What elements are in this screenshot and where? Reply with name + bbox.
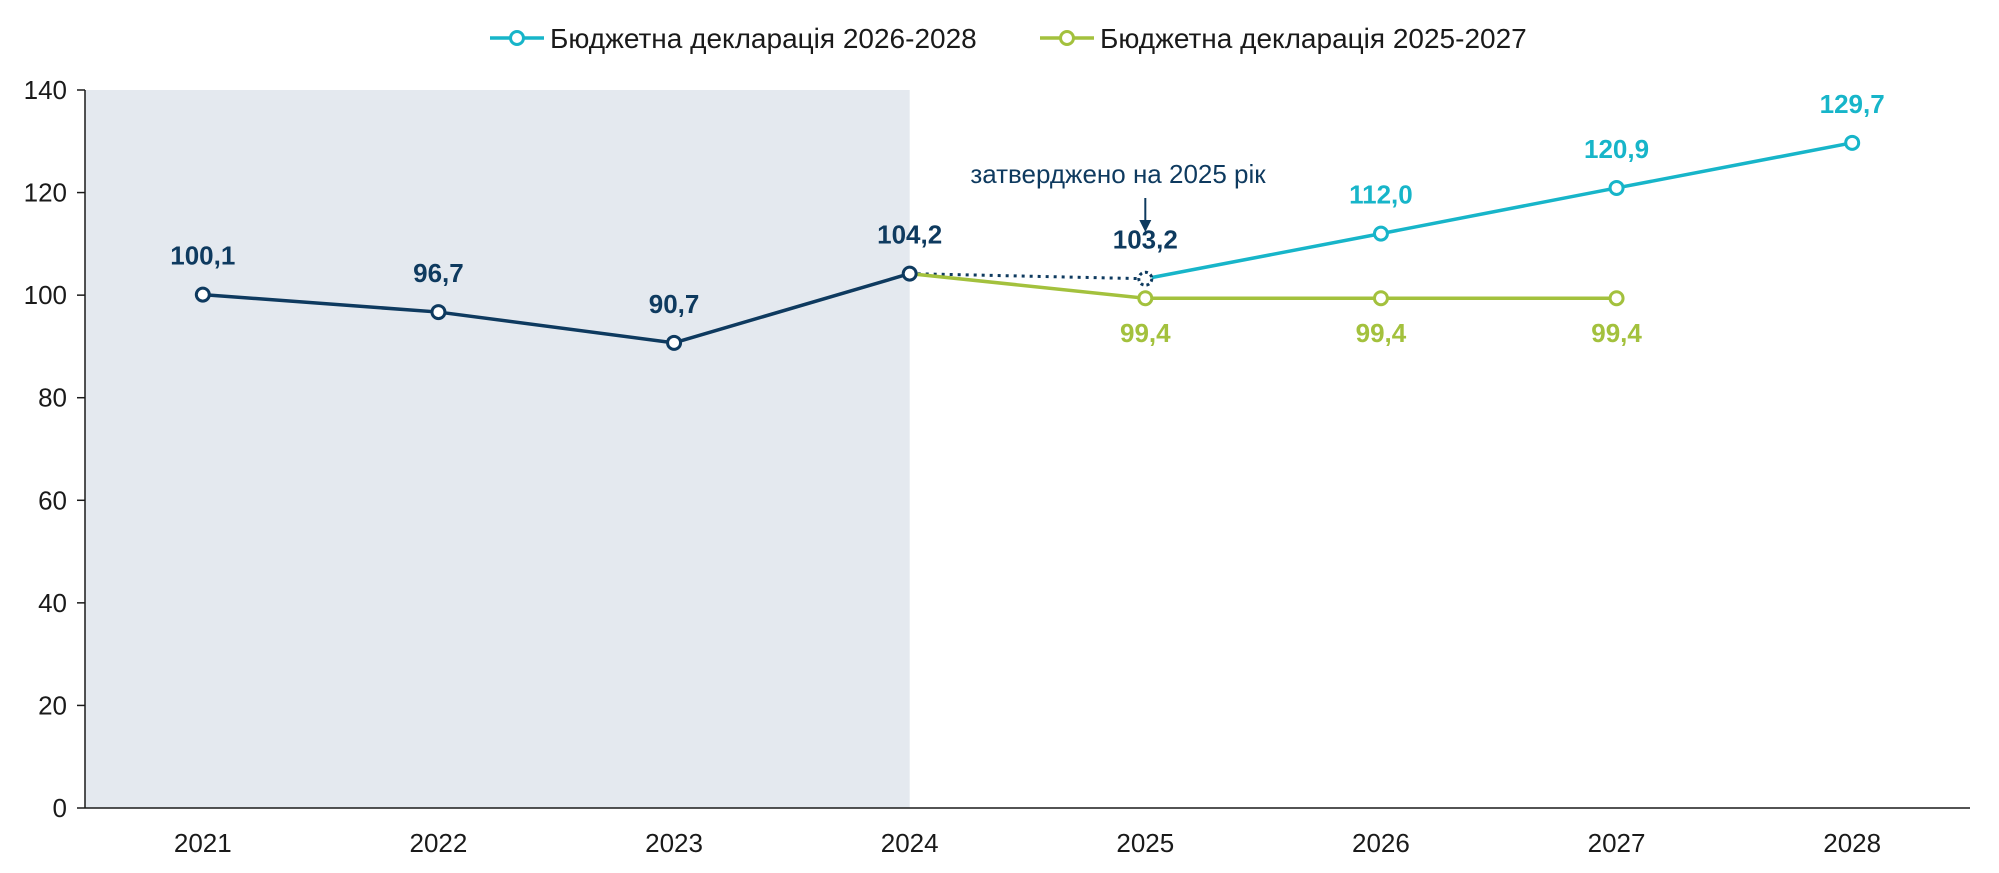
annotation-text: затверджено на 2025 рік (970, 159, 1266, 189)
series-line-actual (202, 271, 911, 345)
data-point-actual (666, 334, 683, 351)
data-label: 129,7 (1820, 89, 1885, 119)
y-tick-label: 120 (24, 178, 67, 208)
x-tick-label: 2028 (1823, 828, 1881, 858)
legend-label-bd_2026_2028: Бюджетна декларація 2026-2028 (550, 23, 977, 54)
x-tick-label: 2023 (645, 828, 703, 858)
annotation-arrow-head (1139, 220, 1152, 232)
x-tick-label: 2021 (174, 828, 232, 858)
x-tick-label: 2024 (881, 828, 939, 858)
y-tick-label: 100 (24, 280, 67, 310)
series-line-bd_2026_2028 (1144, 141, 1853, 281)
data-label: 104,2 (877, 220, 942, 250)
data-label: 99,4 (1591, 318, 1642, 348)
data-label: 99,4 (1120, 318, 1171, 348)
x-tick-label: 2026 (1352, 828, 1410, 858)
data-point-bd_2025_2027 (1372, 290, 1389, 307)
y-tick-label: 0 (53, 793, 67, 823)
x-tick-label: 2027 (1588, 828, 1646, 858)
y-tick-label: 140 (24, 75, 67, 105)
data-label: 120,9 (1584, 134, 1649, 164)
historical-shaded-region (85, 90, 910, 808)
y-tick-label: 20 (38, 690, 67, 720)
data-point-bd_2026_2028 (1372, 225, 1389, 242)
legend-label-bd_2025_2027: Бюджетна декларація 2025-2027 (1100, 23, 1527, 54)
data-point-approved_2025 (1137, 270, 1154, 287)
legend-marker-bd_2025_2027 (1059, 30, 1075, 46)
x-tick-label: 2025 (1116, 828, 1174, 858)
y-tick-label: 60 (38, 485, 67, 515)
data-point-actual (430, 304, 447, 321)
data-point-bd_2026_2028 (1844, 134, 1861, 151)
data-label: 100,1 (170, 241, 235, 271)
data-label: 90,7 (649, 289, 700, 319)
data-point-actual (901, 265, 918, 282)
series-line-bd_2025_2027 (909, 271, 1617, 300)
legend-marker-bd_2026_2028 (509, 30, 525, 46)
data-label: 96,7 (413, 258, 464, 288)
y-tick-label: 80 (38, 383, 67, 413)
x-tick-label: 2022 (410, 828, 468, 858)
data-point-bd_2026_2028 (1608, 179, 1625, 196)
data-point-bd_2025_2027 (1137, 290, 1154, 307)
y-tick-label: 40 (38, 588, 67, 618)
data-label: 112,0 (1349, 180, 1413, 210)
data-point-actual (194, 286, 211, 303)
data-point-bd_2025_2027 (1608, 290, 1625, 307)
data-label: 99,4 (1356, 318, 1407, 348)
